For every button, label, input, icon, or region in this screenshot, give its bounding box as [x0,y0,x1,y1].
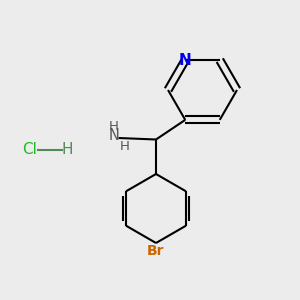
Text: N: N [179,52,192,68]
Text: Br: Br [147,244,165,258]
Text: Cl: Cl [22,142,38,158]
Text: H: H [109,120,119,133]
Text: H: H [62,142,73,158]
Text: N: N [109,128,119,143]
Text: H: H [120,140,129,153]
